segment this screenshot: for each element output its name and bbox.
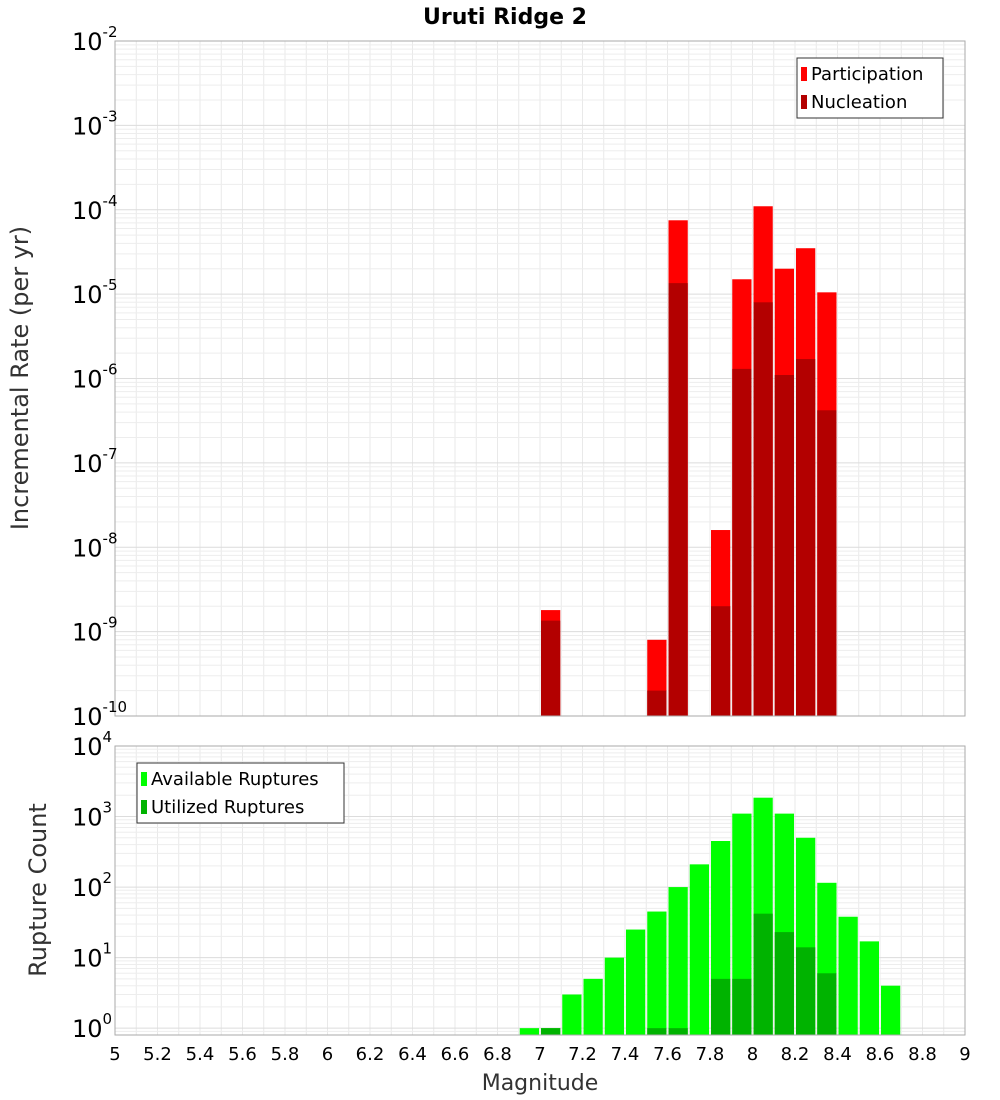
count-bar-available-ruptures: [881, 985, 901, 1035]
x-tick-label: 7.6: [653, 1044, 682, 1065]
y-tick-label: 101: [72, 940, 112, 973]
count-bar-available-ruptures: [689, 864, 709, 1035]
y-tick-label: 10-5: [72, 276, 118, 309]
count-bar-available-ruptures: [859, 941, 879, 1035]
count-bar-utilized-ruptures: [753, 913, 773, 1035]
count-bar-utilized-ruptures: [796, 947, 816, 1035]
count-bar-available-ruptures: [519, 1028, 539, 1035]
count-bar-available-ruptures: [626, 929, 646, 1035]
count-panel-frame: [114, 745, 966, 1036]
x-axis-label: Magnitude: [482, 1071, 599, 1096]
rate-panel-frame: [114, 40, 966, 717]
x-tick-label: 6.6: [441, 1044, 470, 1065]
y-tick-label: 10-6: [72, 361, 118, 394]
count-bar-utilized-ruptures: [541, 1028, 561, 1035]
count-panel-legend: Available Ruptures Utilized Ruptures: [136, 762, 345, 824]
count-panel: 100 101 102 103 104 5 5.2 5.4 5.6 5.8 6 6.2 6.4 6.6 6…: [24, 728, 971, 1096]
x-tick-label: 7: [534, 1044, 545, 1065]
legend-swatch: [801, 95, 807, 109]
x-tick-label: 5.2: [143, 1044, 172, 1065]
rate-panel: 10-10 10-9 10-8 10-7 10-6 10-5 10-4 10-3 10-2 In…: [6, 23, 966, 731]
x-axis-ticks: 5 5.2 5.4 5.6 5.8 6 6.2 6.4 6.6 6.8 7 7.2 7.4 7.6 7.8 8…: [109, 1044, 970, 1065]
y-tick-label: 10-3: [72, 107, 118, 140]
x-tick-label: 8.4: [823, 1044, 852, 1065]
rate-bar-nucleation: [817, 410, 837, 716]
x-tick-label: 9: [959, 1044, 970, 1065]
x-tick-label: 8: [747, 1044, 758, 1065]
x-tick-label: 6.8: [483, 1044, 512, 1065]
x-tick-label: 7.2: [568, 1044, 597, 1065]
y-tick-label: 102: [72, 869, 112, 902]
x-tick-label: 8.6: [866, 1044, 895, 1065]
y-tick-label: 104: [72, 728, 112, 761]
legend-label: Nucleation: [811, 92, 907, 113]
legend-box: [796, 57, 944, 119]
count-bar-utilized-ruptures: [817, 973, 837, 1035]
count-panel-y-ticks: 100 101 102 103 104: [72, 728, 112, 1043]
y-tick-label: 10-2: [72, 23, 118, 56]
x-tick-label: 7.8: [696, 1044, 725, 1065]
x-tick-label: 8.8: [908, 1044, 937, 1065]
count-bar-available-ruptures: [583, 978, 603, 1035]
count-bar-available-ruptures: [647, 911, 667, 1035]
x-tick-label: 7.4: [611, 1044, 640, 1065]
legend-label: Participation: [811, 64, 923, 85]
legend-swatch: [141, 772, 147, 786]
y-tick-label: 10-9: [72, 614, 118, 647]
x-tick-label: 8.2: [781, 1044, 810, 1065]
x-tick-label: 5: [109, 1044, 120, 1065]
count-bar-utilized-ruptures: [711, 978, 731, 1035]
x-tick-label: 5.6: [228, 1044, 257, 1065]
legend-box: [136, 762, 345, 824]
x-tick-label: 6.4: [398, 1044, 427, 1065]
count-bar-available-ruptures: [668, 887, 688, 1035]
y-tick-label: 10-8: [72, 529, 118, 562]
rate-panel-bars: [541, 206, 837, 717]
rate-bar-nucleation: [647, 690, 667, 716]
rate-bar-nucleation: [668, 283, 688, 716]
rate-panel-y-label: Incremental Rate (per yr): [6, 226, 34, 530]
legend-label: Available Ruptures: [151, 769, 319, 790]
rate-panel-grid: [114, 40, 966, 717]
chart-title: Uruti Ridge 2: [423, 5, 587, 30]
rate-panel-legend: Participation Nucleation: [796, 57, 944, 119]
rate-panel-y-ticks: 10-10 10-9 10-8 10-7 10-6 10-5 10-4 10-3 10-2: [72, 23, 127, 731]
count-panel-bars: [519, 797, 901, 1035]
count-bar-available-ruptures: [604, 957, 624, 1035]
y-tick-label: 10-4: [72, 192, 118, 225]
count-panel-grid: [114, 745, 966, 1036]
legend-label: Utilized Ruptures: [151, 797, 304, 818]
count-bar-utilized-ruptures: [732, 978, 752, 1035]
count-bar-utilized-ruptures: [774, 932, 794, 1035]
rate-bar-nucleation: [753, 302, 773, 716]
count-bar-available-ruptures: [838, 916, 858, 1035]
x-tick-label: 5.4: [186, 1044, 215, 1065]
rate-bar-nucleation: [774, 375, 794, 716]
rate-bar-nucleation: [541, 620, 561, 716]
y-tick-label: 10-10: [72, 698, 127, 731]
x-tick-label: 6: [322, 1044, 333, 1065]
y-tick-label: 100: [72, 1010, 112, 1043]
rate-bar-nucleation: [796, 359, 816, 716]
count-panel-y-label: Rupture Count: [24, 803, 52, 977]
count-bar-utilized-ruptures: [668, 1028, 688, 1035]
x-tick-label: 5.8: [271, 1044, 300, 1065]
rate-bar-nucleation: [711, 606, 731, 716]
count-bar-utilized-ruptures: [647, 1028, 667, 1035]
rate-bar-nucleation: [732, 368, 752, 716]
count-bar-available-ruptures: [562, 994, 582, 1035]
legend-swatch: [801, 67, 807, 81]
y-tick-label: 10-7: [72, 445, 118, 478]
legend-swatch: [141, 800, 147, 814]
y-tick-label: 103: [72, 799, 112, 832]
x-tick-label: 6.2: [356, 1044, 385, 1065]
